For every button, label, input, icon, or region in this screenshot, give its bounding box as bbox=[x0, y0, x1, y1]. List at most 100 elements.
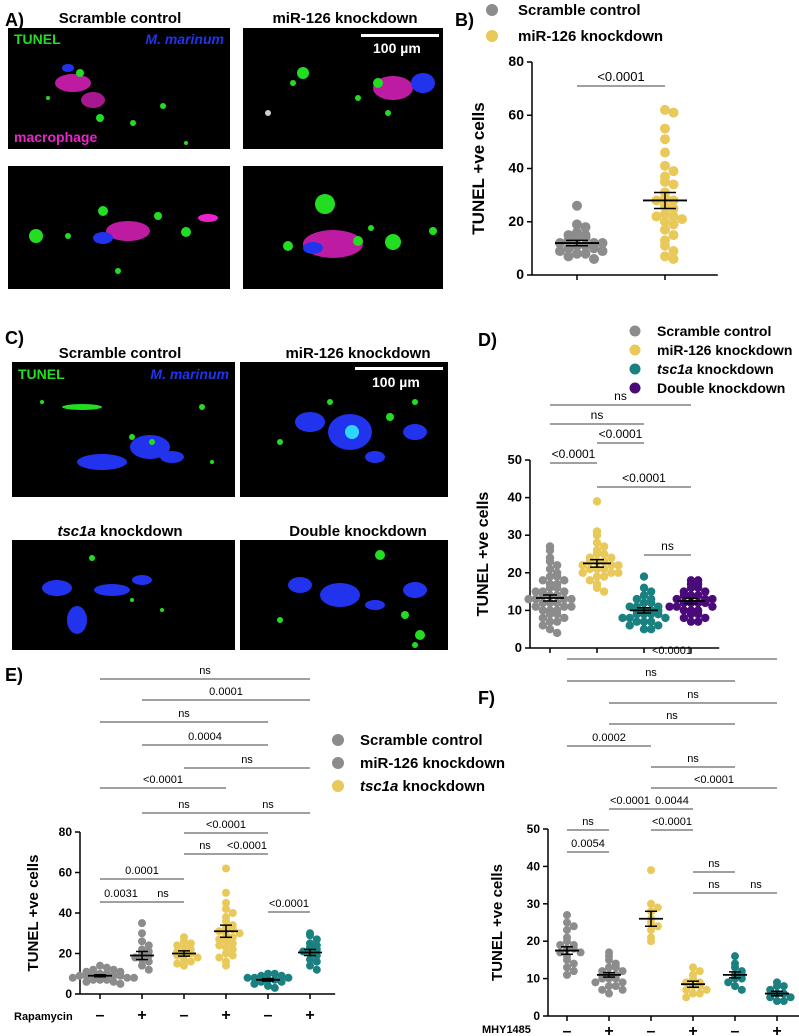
comparison-label: <0.0001 bbox=[652, 816, 692, 828]
legend-label: miR-126 knockdown bbox=[657, 342, 792, 358]
data-point bbox=[538, 613, 548, 623]
treatment-sign: + bbox=[604, 1023, 613, 1036]
data-point bbox=[545, 609, 555, 619]
data-point bbox=[589, 243, 599, 254]
data-point bbox=[592, 583, 602, 593]
panel-c-title-double: Double knockdown bbox=[289, 523, 427, 540]
comparison-label: ns bbox=[178, 708, 190, 720]
data-point bbox=[647, 925, 655, 934]
data-point bbox=[180, 943, 188, 952]
legend-label: Scramble control bbox=[518, 2, 641, 19]
data-point bbox=[123, 973, 132, 982]
scale-label-c: 100 µm bbox=[372, 374, 420, 390]
data-point bbox=[660, 176, 670, 187]
comparison-label: 0.0044 bbox=[655, 795, 689, 807]
data-point bbox=[599, 564, 609, 574]
data-point bbox=[592, 497, 602, 506]
data-point bbox=[724, 978, 733, 987]
data-point bbox=[538, 598, 548, 608]
data-point bbox=[299, 947, 308, 956]
micrograph-c4 bbox=[240, 540, 448, 650]
data-point bbox=[531, 587, 540, 596]
data-point bbox=[180, 937, 188, 946]
data-point bbox=[270, 983, 279, 992]
comparison-label: ns bbox=[708, 879, 720, 891]
data-point bbox=[222, 943, 230, 952]
comparison-label: ns bbox=[157, 888, 169, 900]
data-point bbox=[576, 948, 585, 957]
data-point bbox=[563, 925, 571, 934]
data-point bbox=[592, 538, 602, 547]
data-point bbox=[605, 955, 613, 964]
panel-b-label: B) bbox=[455, 10, 474, 30]
data-point bbox=[668, 254, 679, 265]
data-point bbox=[686, 609, 696, 619]
comparison-label: 0.0054 bbox=[571, 838, 605, 850]
data-point bbox=[306, 961, 314, 970]
data-point bbox=[599, 572, 609, 581]
treatment-label: Rapamycin bbox=[14, 1011, 73, 1023]
legend-label: miR-126 knockdown bbox=[360, 755, 505, 772]
scale-label: 100 µm bbox=[373, 40, 421, 56]
data-point bbox=[731, 963, 739, 972]
comparison-label: <0.0001 bbox=[552, 447, 596, 461]
micrograph-a4 bbox=[243, 166, 443, 289]
data-point bbox=[607, 568, 616, 577]
legend-marker bbox=[629, 382, 641, 394]
data-point bbox=[614, 568, 623, 577]
marinum-label-c: M. marinum bbox=[150, 366, 229, 382]
data-point bbox=[222, 888, 230, 897]
legend-marker bbox=[332, 734, 344, 746]
legend-label: tsc1a knockdown bbox=[657, 361, 774, 377]
data-point bbox=[180, 961, 188, 970]
data-point bbox=[598, 974, 607, 983]
data-point bbox=[592, 572, 602, 581]
data-point bbox=[556, 948, 565, 957]
data-point bbox=[639, 572, 649, 581]
data-point bbox=[306, 955, 314, 964]
micrograph-c2: 100 µm bbox=[240, 362, 448, 497]
tsc1a-suffix: knockdown bbox=[100, 523, 183, 540]
data-point bbox=[228, 945, 237, 954]
data-point bbox=[228, 933, 237, 942]
marinum-label: M. marinum bbox=[145, 31, 224, 47]
data-point bbox=[312, 965, 321, 974]
data-point bbox=[679, 591, 689, 600]
data-point bbox=[222, 917, 230, 926]
treatment-sign: – bbox=[731, 1023, 740, 1036]
data-point bbox=[82, 977, 91, 986]
data-point bbox=[572, 248, 582, 259]
data-point bbox=[654, 609, 663, 619]
data-point bbox=[312, 957, 321, 966]
data-point bbox=[538, 621, 548, 630]
data-point bbox=[611, 982, 620, 991]
comparison-label: ns bbox=[241, 754, 253, 766]
comparison-label: ns bbox=[582, 816, 594, 828]
data-point bbox=[611, 974, 620, 983]
legend-label: Scramble control bbox=[657, 323, 771, 339]
data-point bbox=[138, 961, 146, 970]
data-point bbox=[75, 971, 84, 980]
legend-marker bbox=[629, 344, 641, 356]
data-point bbox=[693, 591, 703, 600]
data-point bbox=[668, 219, 679, 230]
data-point bbox=[257, 971, 266, 980]
data-point bbox=[215, 941, 224, 950]
data-point bbox=[731, 952, 739, 961]
data-point bbox=[552, 561, 562, 570]
data-point bbox=[599, 542, 609, 551]
data-point bbox=[693, 583, 703, 593]
data-point bbox=[605, 989, 613, 998]
micrograph-a3 bbox=[8, 166, 230, 289]
data-point bbox=[660, 104, 670, 115]
data-point bbox=[661, 613, 670, 623]
data-point bbox=[646, 598, 656, 608]
legend-label: tsc1a knockdown bbox=[360, 778, 485, 795]
panel-e-label: E) bbox=[5, 665, 23, 685]
data-point bbox=[695, 982, 704, 991]
data-point bbox=[138, 929, 146, 938]
data-point bbox=[766, 993, 775, 1002]
comparison-label: <0.0001 bbox=[694, 774, 734, 786]
data-point bbox=[109, 965, 118, 974]
data-point bbox=[306, 931, 314, 940]
